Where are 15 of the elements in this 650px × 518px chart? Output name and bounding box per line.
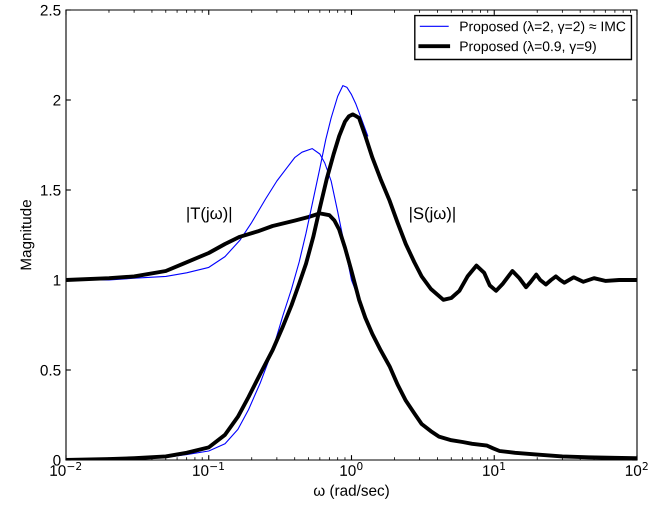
y-axis-title: Magnitude	[20, 200, 34, 270]
legend-label: Proposed (λ=2, γ=2) ≈ IMC	[460, 21, 626, 34]
x-tick-label: 10$^{−1}$	[193, 462, 224, 476]
legend-label: Proposed (λ=0.9, γ=9)	[460, 41, 596, 54]
x-tick-label: 10$^{1}$	[483, 462, 505, 476]
y-tick-label: 2.5	[40, 4, 60, 16]
annotation: |S(jω)|	[410, 206, 455, 223]
x-tick-label: 10$^{0}$	[340, 462, 363, 476]
y-tick-label: 1	[54, 275, 60, 286]
y-tick-label: 1.5	[41, 185, 60, 196]
y-tick-label: 2	[53, 94, 60, 106]
x-tick-label: 10$^{2}$	[626, 462, 648, 476]
annotation: |T(jω)|	[187, 206, 232, 223]
x-axis-title: ω (rad/sec)	[314, 484, 389, 499]
y-tick-label: 0.5	[40, 364, 60, 376]
